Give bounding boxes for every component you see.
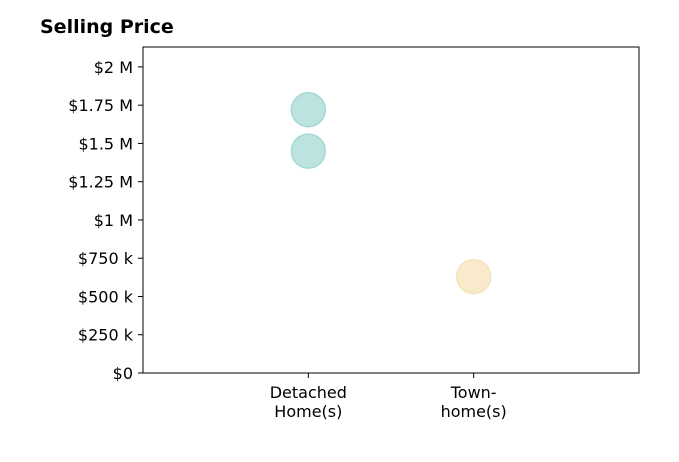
x-tick-label: home(s) bbox=[441, 402, 507, 421]
plot-frame bbox=[142, 46, 640, 374]
data-point bbox=[290, 92, 327, 128]
y-tick-label: $250 k bbox=[78, 326, 134, 345]
y-tick-label: $750 k bbox=[78, 249, 134, 268]
y-tick-label: $2 M bbox=[94, 58, 133, 77]
chart-title: Selling Price bbox=[40, 16, 174, 38]
data-point bbox=[455, 258, 492, 295]
y-tick-label: $0 bbox=[113, 364, 133, 383]
data-point bbox=[290, 133, 327, 169]
y-tick-label: $1.5 M bbox=[78, 134, 133, 153]
x-tick-label: Home(s) bbox=[274, 402, 342, 421]
y-tick-label: $500 k bbox=[78, 287, 134, 306]
y-tick-label: $1.75 M bbox=[68, 96, 133, 115]
y-tick-label: $1 M bbox=[94, 211, 133, 230]
x-tick-label: Detached bbox=[270, 383, 347, 402]
y-tick-label: $1.25 M bbox=[68, 173, 133, 192]
x-tick-label: Town- bbox=[450, 383, 497, 402]
plot-area: $0 $250 k $500 k $750 k $1 M $1.25 M $1.5 M $1.… bbox=[68, 46, 640, 421]
